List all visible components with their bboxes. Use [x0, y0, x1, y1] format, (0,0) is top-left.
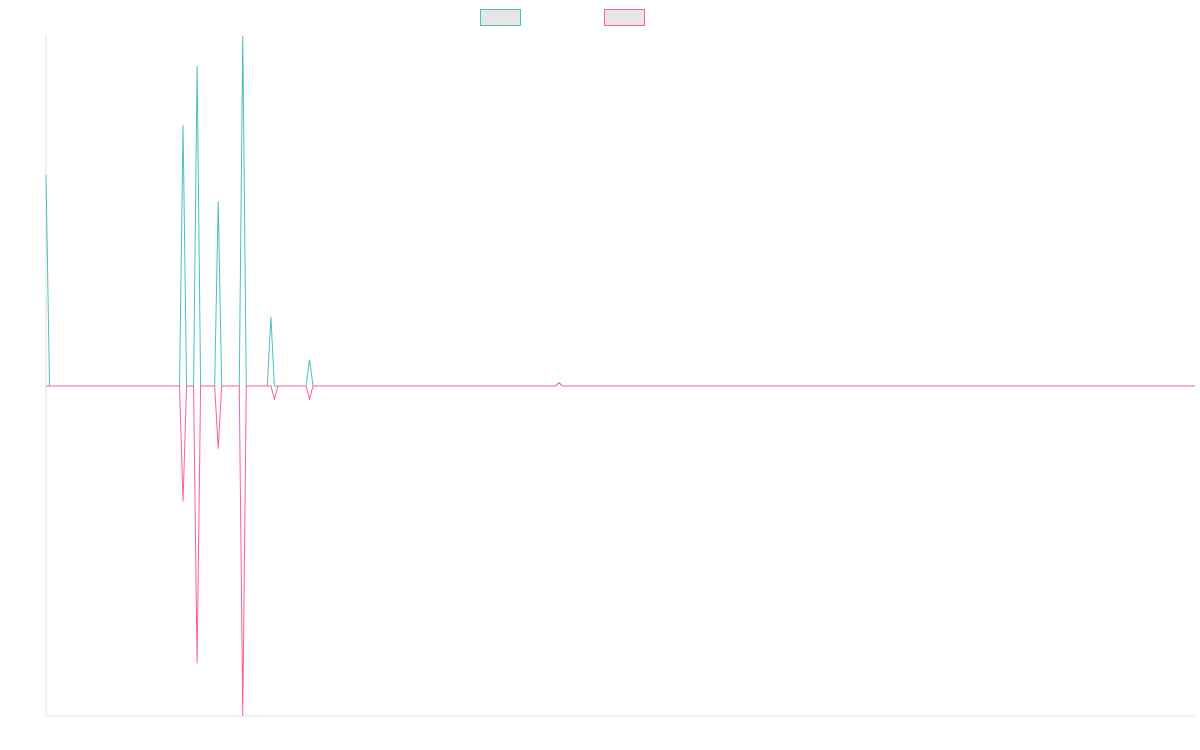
series-line-1	[45, 35, 1195, 387]
legend	[480, 9, 645, 26]
series-line-2	[46, 382, 1195, 717]
legend-swatch-2[interactable]	[604, 9, 645, 26]
axes	[45, 36, 1195, 717]
legend-swatch-1[interactable]	[480, 9, 521, 26]
series-layer	[45, 35, 1195, 717]
